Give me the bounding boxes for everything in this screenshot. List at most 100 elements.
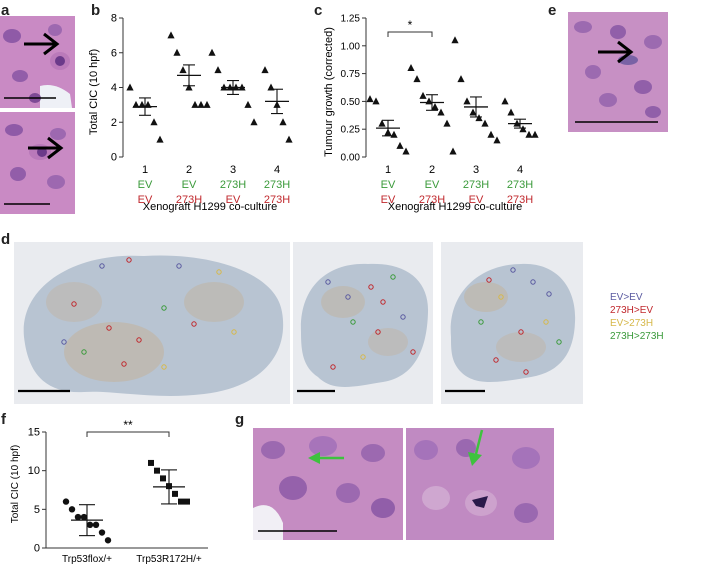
data-point (160, 475, 166, 482)
green-arrow-icon (308, 452, 344, 464)
group-top-label: EV (138, 179, 153, 191)
group-top-label: EV (425, 179, 440, 191)
annotation-marker (486, 277, 492, 283)
group-number: 3 (230, 164, 236, 176)
legend-item-ev-ev: EV>EV (610, 292, 643, 303)
annotation-marker (493, 357, 499, 363)
micrograph-a-bottom (0, 112, 75, 214)
group-top-label: EV (182, 179, 197, 191)
y-tick-label: 5 (34, 504, 40, 516)
annotation-marker (375, 329, 381, 335)
data-point (179, 66, 187, 74)
data-point (457, 75, 465, 83)
annotation-marker (216, 269, 222, 275)
arrow-icon (28, 136, 64, 160)
chart-c: Tumour growth (corrected) Xenograft H129… (323, 14, 539, 213)
group-bottom-label: 273H (507, 194, 533, 206)
panel-label-g: g (235, 411, 245, 428)
panel-label-b: b (91, 2, 101, 19)
annotation-marker (161, 364, 167, 370)
group-bottom-label: EV (381, 194, 396, 206)
data-point (250, 118, 258, 126)
data-point (285, 135, 293, 143)
x-category-label: Trp53flox/+ (62, 554, 112, 565)
data-point (178, 498, 184, 505)
group-number: 4 (517, 164, 523, 176)
group-bottom-label: 273H (419, 194, 445, 206)
group-bottom-label: EV (226, 194, 241, 206)
tissue-section-2 (293, 242, 433, 404)
y-tick-label: 2 (111, 117, 117, 129)
legend-item-273h-273h: 273H>273H (610, 331, 664, 342)
data-point (68, 506, 76, 513)
data-point (173, 48, 181, 56)
data-point (396, 141, 404, 149)
data-point (413, 75, 421, 83)
data-point (469, 108, 477, 116)
data-point (493, 136, 501, 144)
y-tick-label: 6 (111, 47, 117, 59)
data-point (261, 66, 269, 74)
data-point (475, 114, 483, 122)
data-point (184, 498, 190, 505)
data-point (519, 125, 527, 133)
data-point (154, 467, 160, 474)
annotation-marker (99, 263, 105, 269)
legend-item-273h-ev: 273H>EV (610, 305, 654, 316)
data-point (244, 100, 252, 108)
data-point (172, 490, 178, 497)
annotation-marker (530, 279, 536, 285)
annotation-marker (231, 329, 237, 335)
data-point (437, 108, 445, 116)
group-number: 4 (274, 164, 280, 176)
panel-label-c: c (314, 2, 323, 19)
annotation-marker (400, 314, 406, 320)
group-bottom-label: 273H (176, 194, 202, 206)
group-bottom-label: 273H (264, 194, 290, 206)
annotation-marker (478, 319, 484, 325)
data-point (208, 48, 216, 56)
data-point (98, 529, 106, 536)
chart-c-ylabel: Tumour growth (corrected) (323, 27, 335, 157)
y-tick-label: 10 (28, 465, 40, 477)
annotation-marker (523, 369, 529, 375)
data-point (390, 130, 398, 138)
data-point (150, 118, 158, 126)
annotation-marker (106, 325, 112, 331)
green-arrow-icon (468, 429, 484, 466)
x-category-label: Trp53R172H/+ (136, 554, 202, 565)
data-point (531, 130, 539, 138)
y-tick-label: 4 (111, 82, 117, 94)
y-tick-label: 0.25 (341, 125, 361, 136)
group-number: 3 (473, 164, 479, 176)
annotation-marker (71, 301, 77, 307)
y-tick-label: 0.75 (341, 69, 361, 80)
group-number: 1 (142, 164, 148, 176)
annotation-marker (345, 294, 351, 300)
data-point (507, 108, 515, 116)
legend-item-ev-273h: EV>273H (610, 318, 654, 329)
significance-bracket (86, 431, 170, 437)
data-point (62, 498, 70, 505)
arrow-icon (24, 32, 60, 56)
annotation-marker (121, 361, 127, 367)
data-point (443, 119, 451, 127)
data-point (279, 118, 287, 126)
data-point (481, 119, 489, 127)
data-point (92, 521, 100, 528)
y-tick-label: 15 (28, 427, 40, 439)
panel-label-f: f (1, 411, 6, 428)
tissue-section-1 (14, 242, 290, 404)
significance-bracket (387, 31, 433, 37)
group-top-label: 273H (264, 179, 290, 191)
micrograph-g-left (253, 428, 403, 540)
data-point (487, 130, 495, 138)
annotation-marker (360, 354, 366, 360)
data-point (501, 97, 509, 105)
y-tick-label: 0 (111, 152, 117, 164)
annotation-marker (161, 305, 167, 311)
group-number: 2 (429, 164, 435, 176)
group-top-label: 273H (220, 179, 246, 191)
data-point (463, 97, 471, 105)
data-point (525, 130, 533, 138)
